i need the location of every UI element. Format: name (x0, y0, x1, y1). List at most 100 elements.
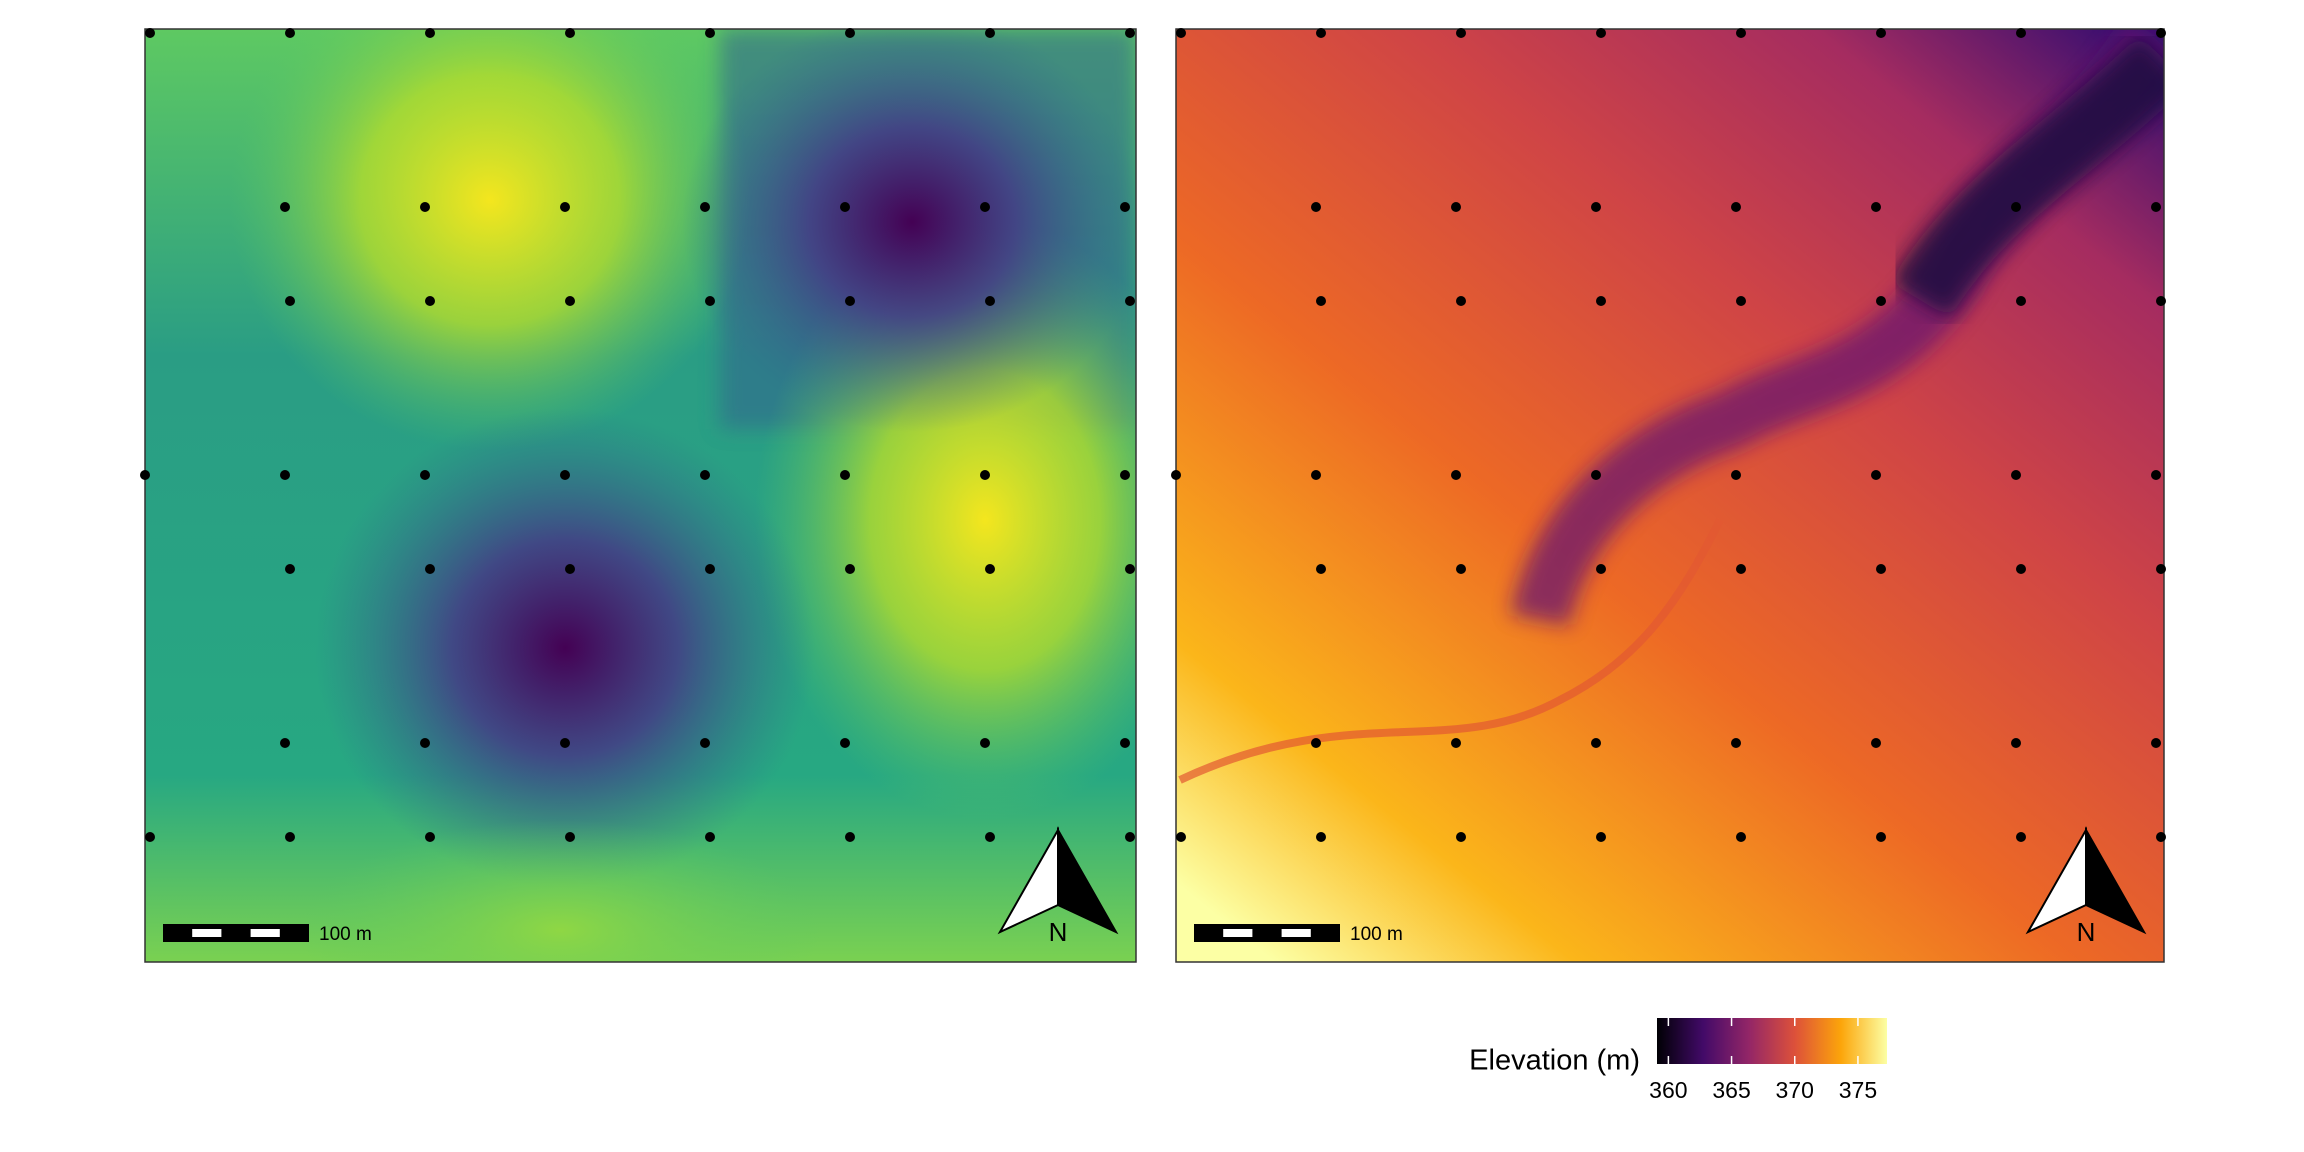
scale-bar-segment (1223, 929, 1253, 937)
sample-point (1176, 832, 1186, 842)
sample-point (700, 202, 710, 212)
sample-point (845, 832, 855, 842)
sample-point (1871, 738, 1881, 748)
sample-point (420, 202, 430, 212)
sample-point (1596, 832, 1606, 842)
sample-point (285, 832, 295, 842)
scale-bar-segment (192, 929, 222, 937)
north-label: N (2077, 917, 2096, 947)
sample-point (2156, 832, 2166, 842)
sample-point (1456, 296, 1466, 306)
scale-bar-segment (1281, 929, 1311, 937)
map-decorations: 100 m N 100 m N (163, 826, 2147, 947)
sample-point (1316, 28, 1326, 38)
sample-point (565, 296, 575, 306)
sample-point (1451, 202, 1461, 212)
sample-point (1736, 296, 1746, 306)
sample-points (140, 28, 2166, 842)
colorbar-tick-label: 365 (1712, 1077, 1750, 1103)
sample-point (1125, 564, 1135, 574)
sample-point (2011, 738, 2021, 748)
sample-point (2151, 202, 2161, 212)
sample-point (280, 202, 290, 212)
sample-point (425, 28, 435, 38)
sample-point (145, 832, 155, 842)
sample-point (425, 296, 435, 306)
sample-point (985, 296, 995, 306)
sample-point (1876, 832, 1886, 842)
sample-point (1731, 202, 1741, 212)
sample-point (2016, 564, 2026, 574)
sample-point (1316, 296, 1326, 306)
sample-point (1456, 564, 1466, 574)
sample-point (560, 470, 570, 480)
sample-point (2156, 296, 2166, 306)
sample-point (1125, 832, 1135, 842)
sample-point (560, 202, 570, 212)
sample-point (565, 564, 575, 574)
sample-point (700, 738, 710, 748)
scale-bar (163, 924, 309, 942)
sample-point (1871, 470, 1881, 480)
sample-point (840, 738, 850, 748)
sample-point (1456, 28, 1466, 38)
sample-point (705, 296, 715, 306)
sample-point (2016, 296, 2026, 306)
sample-point (1176, 28, 1186, 38)
sample-point (2016, 28, 2026, 38)
sample-point (1311, 470, 1321, 480)
sample-point (285, 28, 295, 38)
sample-point (425, 832, 435, 842)
sample-point (985, 832, 995, 842)
sample-point (285, 564, 295, 574)
sample-point (560, 738, 570, 748)
sample-point (1316, 564, 1326, 574)
sample-point (420, 470, 430, 480)
sample-point (1311, 738, 1321, 748)
legend-title: Elevation (m) (1469, 1045, 1640, 1077)
scale-bar-label: 100 m (319, 924, 372, 945)
sample-point (1736, 832, 1746, 842)
colorbar-tick-label: 370 (1776, 1077, 1814, 1103)
sample-point (1876, 28, 1886, 38)
sample-point (2011, 202, 2021, 212)
sample-point (845, 296, 855, 306)
sample-point (2011, 470, 2021, 480)
sample-point (980, 470, 990, 480)
sample-point (1736, 28, 1746, 38)
sample-point (1736, 564, 1746, 574)
sample-point (705, 564, 715, 574)
sample-point (140, 470, 150, 480)
sample-point (2156, 564, 2166, 574)
sample-point (1451, 738, 1461, 748)
sample-point (845, 564, 855, 574)
sample-point (1456, 832, 1466, 842)
sample-point (2151, 738, 2161, 748)
north-arrow-right (2085, 826, 2147, 935)
sample-point (1120, 202, 1130, 212)
sample-point (1591, 470, 1601, 480)
sample-point (1596, 28, 1606, 38)
sample-point (705, 832, 715, 842)
sample-point (420, 738, 430, 748)
sample-point (845, 28, 855, 38)
sample-point (2016, 832, 2026, 842)
sample-point (705, 28, 715, 38)
north-arrow-right (1057, 826, 1119, 935)
sample-point (565, 832, 575, 842)
sample-point (1316, 832, 1326, 842)
sample-point (1596, 564, 1606, 574)
sample-point (425, 564, 435, 574)
sample-point (1591, 738, 1601, 748)
north-label: N (1049, 917, 1068, 947)
sample-point (1125, 296, 1135, 306)
sample-point (1171, 470, 1181, 480)
sample-point (1311, 202, 1321, 212)
sample-point (980, 738, 990, 748)
scale-bar (1194, 924, 1340, 942)
colorbar-tick-label: 360 (1649, 1077, 1687, 1103)
sample-point (1591, 202, 1601, 212)
sample-point (565, 28, 575, 38)
